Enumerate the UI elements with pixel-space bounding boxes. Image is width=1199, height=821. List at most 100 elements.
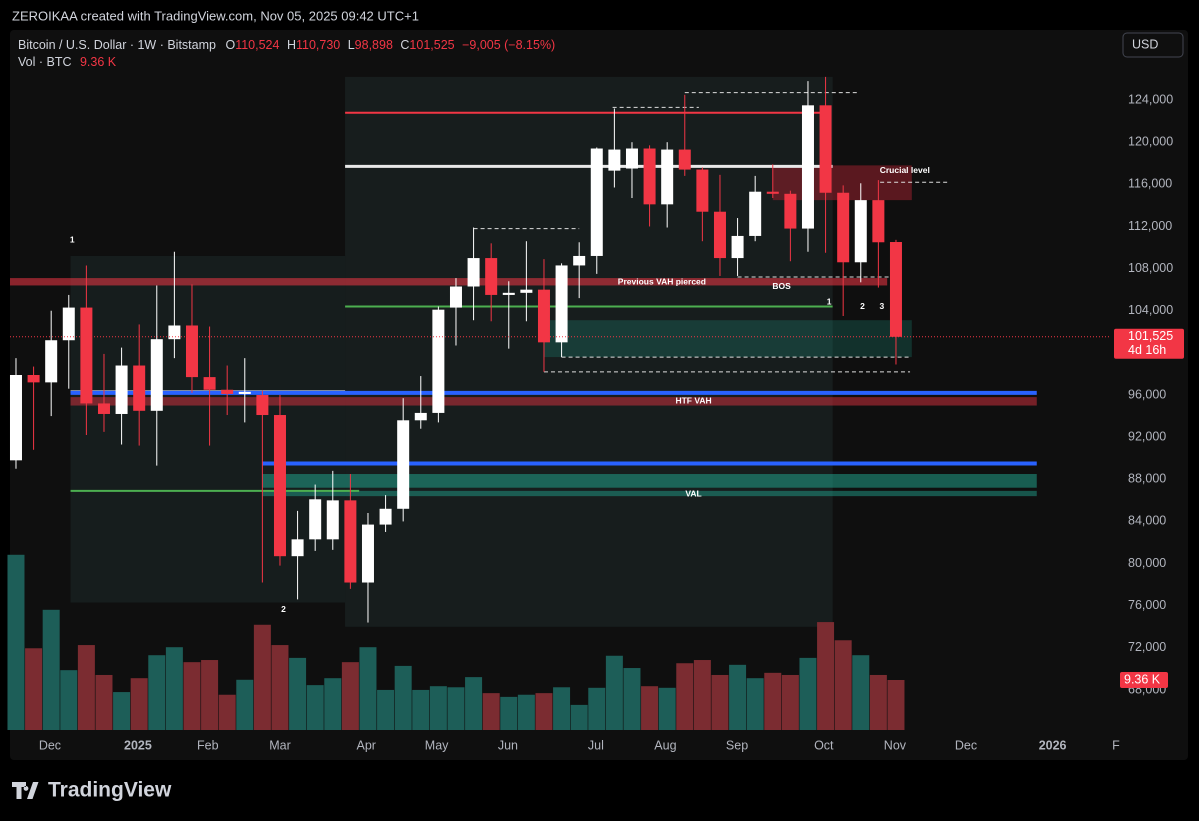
candle-body (520, 289, 533, 293)
candle-body (801, 105, 814, 229)
volume-bar (623, 668, 641, 730)
x-tick-label: Feb (197, 738, 219, 752)
x-tick-label: Sep (726, 738, 748, 752)
volume-bar (781, 674, 799, 730)
close: 101,525 (409, 38, 454, 52)
candle-body (256, 395, 269, 416)
x-tick-label: 2026 (1039, 738, 1067, 752)
volume-tag (1120, 672, 1168, 688)
y-tick-label: 108,000 (1128, 261, 1173, 275)
change: −9,005 (−8.15%) (462, 38, 555, 52)
volume-bar (7, 554, 25, 730)
y-tick-label: 120,000 (1128, 134, 1173, 148)
candle-body (590, 148, 603, 256)
candle-body (414, 412, 427, 421)
volume-bar (641, 686, 659, 730)
volume-bar (746, 678, 764, 730)
volume-bar (658, 687, 676, 730)
candle-body (819, 105, 832, 193)
annotation: HTF VAH (675, 396, 711, 406)
low: 98,898 (355, 38, 393, 52)
zone (262, 474, 1037, 488)
zone (70, 255, 346, 603)
zone (70, 397, 1037, 406)
volume-bar (588, 687, 606, 730)
candle-body (537, 289, 550, 343)
volume-bar (60, 670, 78, 730)
candle-body (344, 500, 357, 583)
volume-bar (517, 694, 535, 730)
volume-bar (799, 657, 817, 730)
candle-body (379, 508, 392, 525)
volume-bar (324, 678, 342, 730)
candle-body (854, 200, 867, 263)
currency-button[interactable] (1122, 32, 1184, 58)
volume-bar (447, 687, 465, 730)
volume-bar (729, 664, 747, 730)
volume-bar (95, 674, 113, 730)
candle-body (837, 192, 850, 263)
volume-bar (42, 609, 60, 730)
volume-bar (465, 677, 483, 730)
candle-body (889, 242, 902, 337)
annotation: 1 (827, 297, 832, 307)
x-tick-label: Nov (884, 738, 907, 752)
candle-body (203, 377, 216, 390)
price-tag (1114, 328, 1184, 359)
volume-bar (482, 693, 500, 730)
candle-body (326, 500, 339, 540)
candle-body (485, 258, 498, 295)
y-tick-label: 104,000 (1128, 303, 1173, 317)
volume-bar (412, 689, 430, 730)
zone (262, 490, 1037, 497)
annotation: Previous VAH pierced (618, 277, 706, 287)
volume-bar (130, 678, 148, 730)
y-tick-label: 84,000 (1128, 514, 1166, 528)
candle-body (872, 200, 885, 243)
y-tick-label: 116,000 (1128, 177, 1172, 191)
x-tick-label: Apr (356, 738, 375, 752)
volume-bar (693, 660, 711, 730)
volume-bar (306, 685, 324, 730)
volume-bar (183, 662, 201, 730)
volume-bar (535, 693, 553, 730)
candle-body (397, 420, 410, 509)
candle-body (678, 149, 691, 170)
candle-body (221, 389, 234, 394)
countdown: 4d 16h (1128, 343, 1166, 357)
volume-bar (887, 680, 905, 730)
x-tick-label: Mar (269, 738, 291, 752)
candle-body (573, 255, 586, 266)
candle-body (291, 539, 304, 557)
price-tag-label: 101,525 (1128, 329, 1173, 343)
plot: Previous VAH pierced BOS Crucial level HTF … (7, 76, 1110, 730)
volume-bar (236, 679, 254, 730)
high: 110,730 (296, 38, 340, 52)
candle-body (643, 148, 656, 205)
y-tick-label: 124,000 (1128, 92, 1173, 106)
x-tick-label: Aug (654, 738, 676, 752)
volume-bar (289, 657, 307, 730)
candle-body (713, 211, 726, 259)
logo-text: TradingView (48, 779, 172, 802)
volume-bar (429, 686, 447, 730)
volume-bar (711, 674, 729, 730)
candle-body (449, 286, 462, 308)
volume-bar (817, 622, 835, 730)
x-tick-label: Jun (498, 738, 518, 752)
o-key: O (225, 38, 235, 52)
candle-body (432, 309, 445, 413)
volume-bar (553, 687, 571, 730)
volume-bar (148, 655, 166, 730)
volume-bar (113, 692, 131, 730)
h-key: H (287, 38, 296, 52)
zone (10, 278, 888, 286)
zone (345, 76, 833, 627)
annotation: VAL (685, 488, 701, 498)
volume-bar (764, 672, 782, 730)
currency[interactable]: USD (1132, 37, 1158, 51)
annotation: BOS (772, 281, 791, 291)
candle-body (608, 149, 621, 171)
x-tick-label: 2025 (124, 738, 152, 752)
